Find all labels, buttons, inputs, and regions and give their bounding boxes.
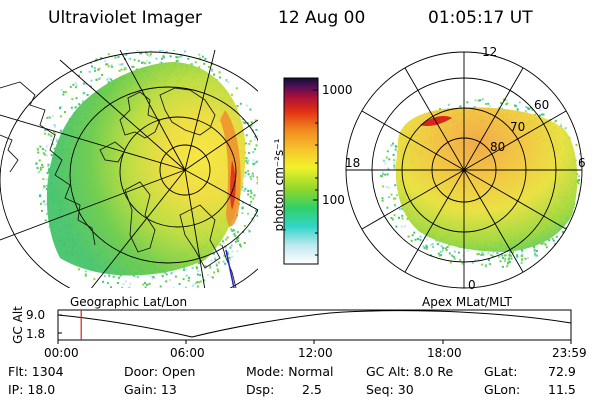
geographic-map xyxy=(0,50,258,288)
mlt-label-noon: 12 xyxy=(482,45,498,59)
instrument-title: Ultraviolet Imager xyxy=(48,8,202,28)
timeline-axis-label: GC Alt xyxy=(11,306,25,344)
mlt-label-midnight: 0 xyxy=(468,278,476,292)
dsp-label: Dsp: xyxy=(246,382,275,397)
timeline-ytick-top: 9.0 xyxy=(26,308,46,322)
mlat-label-60: 60 xyxy=(534,98,550,112)
mode-value: Mode: Normal xyxy=(246,364,334,379)
right-panel-caption: Apex MLat/MLT xyxy=(422,295,512,309)
timeline-ytick-bottom: 1.8 xyxy=(26,327,46,341)
timeline-xtick-4: 23:59 xyxy=(552,346,587,360)
glat-value: 72.9 xyxy=(548,364,576,379)
left-panel-caption: Geographic Lat/Lon xyxy=(70,295,188,309)
sequence-value: Seq: 30 xyxy=(366,382,414,397)
mlat-label-80: 80 xyxy=(490,140,506,154)
mlt-label-dusk: 18 xyxy=(345,156,361,170)
colorbar-tick-1000: 1000 xyxy=(322,83,353,97)
dsp-value: 2.5 xyxy=(302,382,322,397)
time-label: 01:05:17 UT xyxy=(428,8,533,28)
ip-value: IP: 18.0 xyxy=(8,382,56,397)
mlat-label-70: 70 xyxy=(510,120,526,134)
timeline-xtick-2: 12:00 xyxy=(298,346,333,360)
terminator-line xyxy=(225,249,235,288)
timeline-xtick-0: 00:00 xyxy=(44,346,79,360)
timeline-xtick-3: 18:00 xyxy=(427,346,462,360)
glon-label: GLon: xyxy=(484,382,521,397)
colorbar-tick-100: 100 xyxy=(322,193,345,207)
glon-value: 11.5 xyxy=(548,382,576,397)
colorbar xyxy=(283,77,319,265)
flight-number: Flt: 1304 xyxy=(8,364,64,379)
timeline-xtick-1: 06:00 xyxy=(170,346,205,360)
mlt-label-dawn: 6 xyxy=(578,156,586,170)
door-status: Door: Open xyxy=(124,364,196,379)
colorbar-ticks xyxy=(313,89,318,256)
gain-value: Gain: 13 xyxy=(124,382,177,397)
colorbar-units-label: photon cm⁻²s⁻¹ xyxy=(272,138,286,232)
polar-map xyxy=(345,51,583,289)
glat-label: GLat: xyxy=(484,364,518,379)
gc-altitude: GC Alt: 8.0 Re xyxy=(366,364,454,379)
altitude-timeline xyxy=(57,309,572,344)
polar-grid xyxy=(345,51,583,289)
date-label: 12 Aug 00 xyxy=(278,8,366,28)
geo-grid xyxy=(0,50,258,288)
